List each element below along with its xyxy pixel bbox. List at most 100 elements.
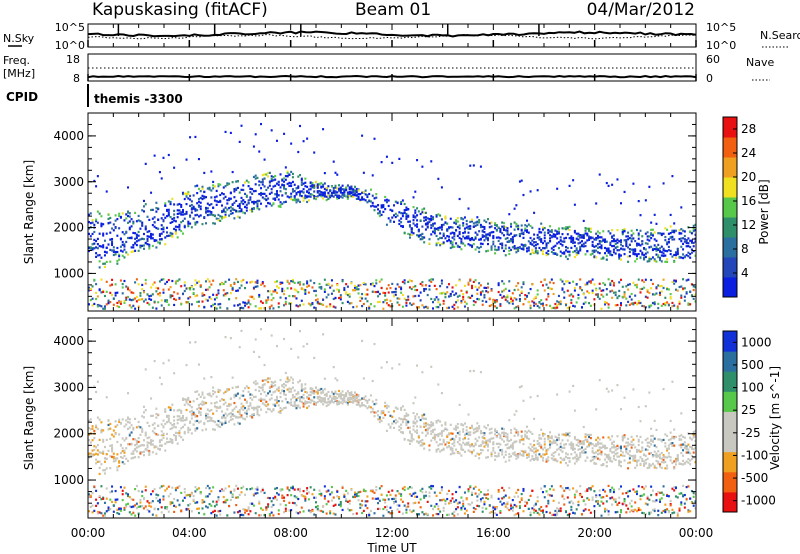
- echo-point: [352, 191, 355, 194]
- echo-point: [517, 226, 520, 229]
- echo-point: [598, 282, 601, 285]
- echo-point: [309, 390, 312, 394]
- echo-point: [348, 509, 351, 512]
- echo-point: [515, 225, 518, 228]
- echo-point: [401, 214, 404, 218]
- echo-point: [144, 241, 147, 245]
- echo-point: [529, 307, 532, 310]
- echo-point: [210, 418, 213, 421]
- echo-point: [226, 182, 229, 185]
- echo-point: [217, 388, 220, 392]
- echo-point: [148, 235, 151, 238]
- echo-point: [474, 301, 477, 304]
- echo-point: [540, 302, 543, 306]
- echo-point: [352, 289, 355, 292]
- echo-point: [557, 232, 560, 235]
- echo-point: [283, 180, 286, 183]
- echo-point: [596, 230, 599, 233]
- echo-point: [568, 184, 571, 187]
- echo-point: [357, 499, 360, 502]
- echo-point: [387, 217, 390, 220]
- echo-point: [187, 431, 190, 434]
- echo-point: [293, 403, 296, 406]
- echo-point: [219, 489, 222, 493]
- echo-point: [219, 200, 222, 203]
- echo-point: [366, 194, 369, 197]
- echo-point: [643, 256, 646, 259]
- echo-point: [247, 202, 250, 205]
- echo-point: [674, 280, 677, 283]
- echo-point: [408, 493, 411, 496]
- echo-point: [118, 301, 121, 304]
- echo-point: [595, 244, 598, 248]
- echo-point: [100, 463, 103, 466]
- echo-point: [588, 235, 591, 238]
- echo-point: [685, 291, 688, 294]
- echo-point: [306, 282, 309, 285]
- echo-point: [229, 191, 232, 194]
- echo-point: [323, 193, 326, 196]
- echo-point: [142, 405, 145, 408]
- echo-point: [134, 232, 137, 235]
- echo-point: [263, 185, 266, 188]
- echo-point: [682, 237, 685, 240]
- echo-point: [119, 302, 122, 305]
- echo-point: [378, 300, 381, 304]
- echo-point: [612, 251, 615, 254]
- echo-point: [132, 505, 135, 508]
- echo-point: [157, 293, 160, 296]
- echo-point: [169, 501, 172, 504]
- echo-point: [194, 221, 197, 224]
- echo-point: [158, 501, 161, 504]
- echo-point: [256, 382, 259, 385]
- echo-point: [293, 288, 296, 291]
- echo-point: [309, 393, 312, 397]
- echo-point: [343, 188, 346, 191]
- echo-point: [197, 411, 200, 414]
- echo-point: [426, 306, 429, 309]
- echo-point: [111, 243, 114, 247]
- echo-point: [167, 153, 170, 157]
- echo-point: [474, 279, 477, 282]
- echo-point: [314, 501, 317, 504]
- echo-point: [552, 248, 555, 252]
- echo-point: [685, 245, 688, 248]
- echo-point: [272, 384, 275, 388]
- echo-point: [533, 241, 536, 244]
- echo-point: [173, 219, 176, 222]
- echo-point: [639, 301, 642, 305]
- echo-point: [330, 191, 333, 195]
- echo-point: [247, 408, 250, 411]
- echo-point: [620, 247, 622, 250]
- echo-point: [139, 220, 142, 223]
- echo-point: [247, 513, 250, 516]
- echo-point: [623, 253, 626, 256]
- echo-point: [291, 190, 294, 193]
- echo-point: [252, 412, 255, 416]
- echo-point: [162, 362, 165, 365]
- echo-point: [316, 191, 319, 194]
- echo-point: [231, 376, 234, 379]
- echo-point: [180, 409, 183, 413]
- echo-point: [119, 486, 122, 489]
- echo-point: [283, 177, 286, 180]
- echo-point: [646, 238, 649, 241]
- echo-point: [424, 218, 427, 221]
- echo-point: [224, 213, 227, 216]
- echo-point: [194, 223, 197, 226]
- echo-point: [408, 442, 411, 445]
- echo-point: [258, 355, 261, 359]
- echo-point: [251, 192, 254, 195]
- echo-point: [316, 507, 319, 510]
- echo-point: [268, 390, 271, 393]
- echo-point: [231, 170, 234, 174]
- echo-point: [534, 241, 537, 244]
- echo-point: [270, 204, 273, 207]
- echo-point: [405, 301, 408, 304]
- echo-point: [233, 201, 236, 204]
- echo-point: [648, 256, 651, 259]
- echo-point: [476, 216, 479, 219]
- echo-point: [518, 298, 521, 301]
- echo-point: [362, 198, 365, 201]
- echo-point: [644, 232, 647, 235]
